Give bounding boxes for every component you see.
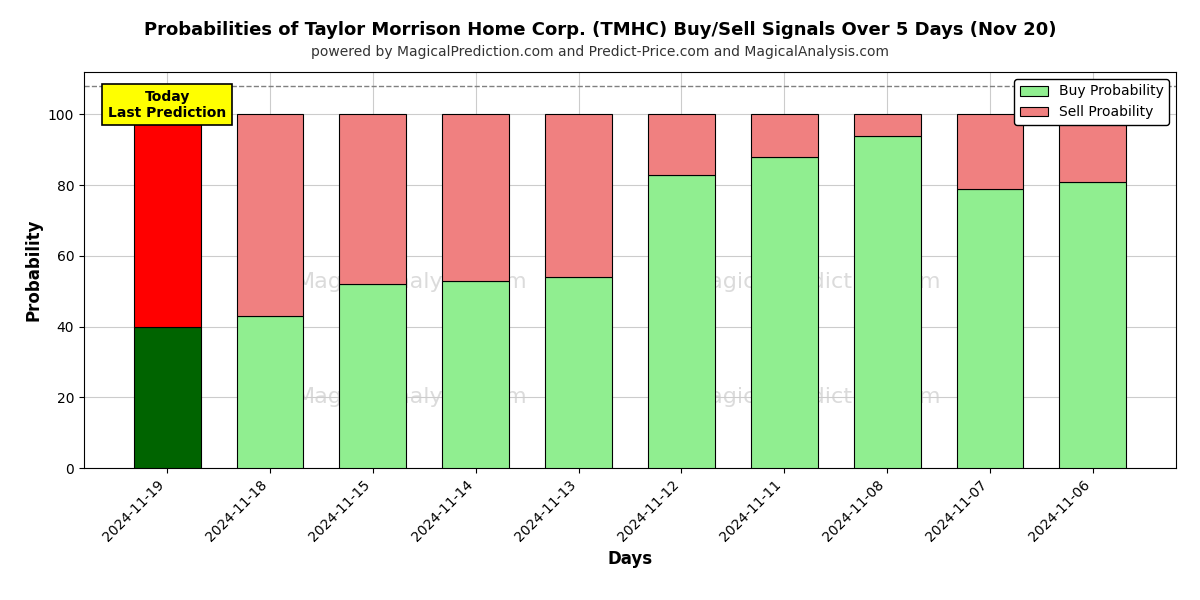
Text: powered by MagicalPrediction.com and Predict-Price.com and MagicalAnalysis.com: powered by MagicalPrediction.com and Pre… (311, 45, 889, 59)
Bar (236, 115, 304, 316)
Bar (133, 115, 200, 326)
Legend: Buy Probability, Sell Proability: Buy Probability, Sell Proability (1014, 79, 1169, 125)
Bar (1060, 182, 1127, 468)
Bar (751, 157, 817, 468)
Bar (956, 188, 1024, 468)
Bar (853, 115, 920, 136)
Text: MagicalPrediction.com: MagicalPrediction.com (690, 387, 941, 407)
Bar (443, 281, 509, 468)
Bar (648, 175, 715, 468)
Bar (545, 115, 612, 277)
Bar (1060, 115, 1127, 182)
Text: MagicalAnalysis.com: MagicalAnalysis.com (295, 272, 528, 292)
Text: Probabilities of Taylor Morrison Home Corp. (TMHC) Buy/Sell Signals Over 5 Days : Probabilities of Taylor Morrison Home Co… (144, 21, 1056, 39)
Text: Today
Last Prediction: Today Last Prediction (108, 89, 226, 120)
Text: MagicalPrediction.com: MagicalPrediction.com (690, 272, 941, 292)
Bar (853, 136, 920, 468)
Bar (340, 115, 407, 284)
Text: MagicalAnalysis.com: MagicalAnalysis.com (295, 387, 528, 407)
Bar (648, 115, 715, 175)
X-axis label: Days: Days (607, 550, 653, 568)
Bar (133, 326, 200, 468)
Bar (545, 277, 612, 468)
Y-axis label: Probability: Probability (24, 219, 42, 321)
Bar (956, 115, 1024, 188)
Bar (443, 115, 509, 281)
Bar (236, 316, 304, 468)
Bar (340, 284, 407, 468)
Bar (751, 115, 817, 157)
